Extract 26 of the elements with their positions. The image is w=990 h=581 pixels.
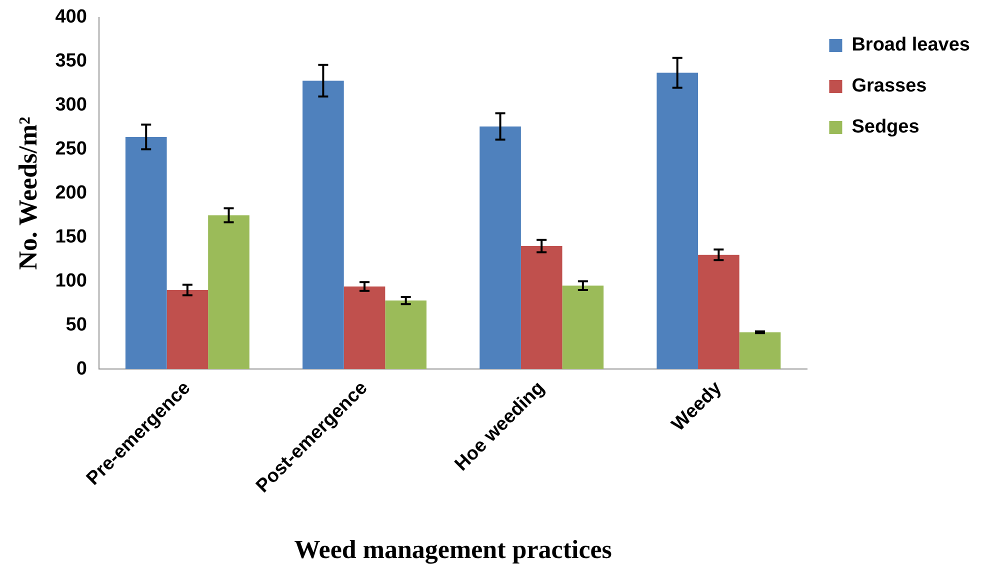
y-tick-label: 400 xyxy=(55,6,87,28)
bar xyxy=(739,332,781,370)
legend-label: Broad leaves xyxy=(852,34,970,56)
bar xyxy=(698,254,740,370)
bar xyxy=(125,136,167,370)
bar xyxy=(520,246,562,370)
y-tick-label: 50 xyxy=(66,314,87,336)
bar xyxy=(656,72,698,370)
y-tick-label: 200 xyxy=(55,182,87,204)
bar xyxy=(562,286,604,370)
y-axis-title: No. Weeds/m² xyxy=(13,116,42,270)
y-tick-label: 250 xyxy=(55,138,87,160)
bar xyxy=(302,80,344,370)
bar xyxy=(208,215,250,370)
bar xyxy=(344,286,386,370)
y-tick-label: 150 xyxy=(55,226,87,248)
bar xyxy=(385,300,426,370)
y-tick-label: 100 xyxy=(55,270,87,292)
bar xyxy=(166,290,208,370)
y-tick-label: 300 xyxy=(55,94,87,116)
legend-label: Grasses xyxy=(852,76,927,97)
bar xyxy=(480,126,521,370)
y-tick-label: 350 xyxy=(55,50,87,72)
y-tick-label: 0 xyxy=(76,358,87,380)
x-axis-title: Weed management practices xyxy=(294,535,612,564)
legend-label: Sedges xyxy=(852,116,920,138)
